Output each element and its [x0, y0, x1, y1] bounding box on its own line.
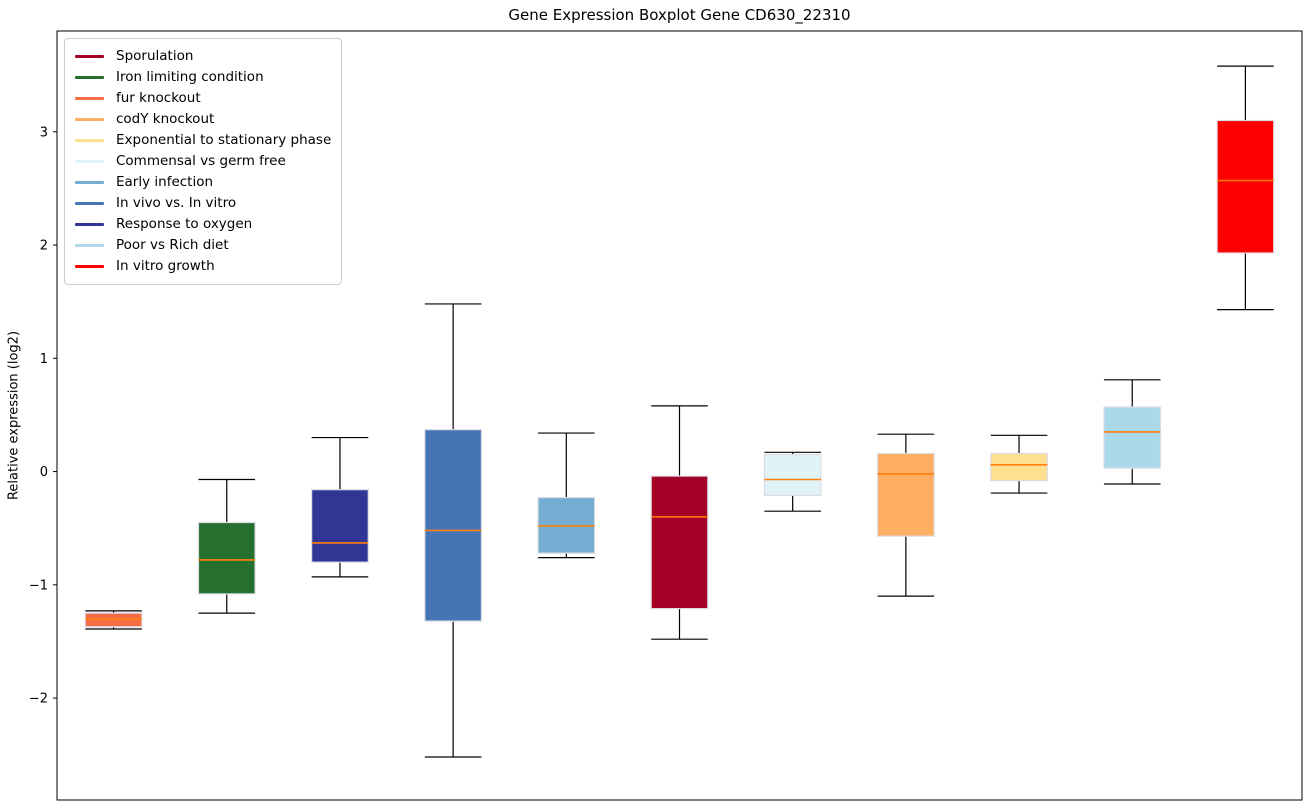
- legend-item: Commensal vs germ free: [75, 151, 331, 172]
- legend-item: In vitro growth: [75, 256, 331, 277]
- y-tick-label: 2: [40, 239, 48, 254]
- legend-color-line: [75, 244, 104, 247]
- legend-label: Commensal vs germ free: [116, 153, 286, 169]
- axes-spines: [56, 30, 1303, 801]
- legend-item: Response to oxygen: [75, 214, 331, 235]
- legend-color-line: [75, 202, 104, 205]
- legend-item: Iron limiting condition: [75, 67, 331, 88]
- legend-label: Iron limiting condition: [116, 69, 264, 85]
- legend-label: Early infection: [116, 174, 214, 190]
- box-rect: [1216, 119, 1275, 254]
- legend-item: Early infection: [75, 172, 331, 193]
- y-tick-label: −2: [29, 692, 48, 707]
- legend-color-line: [75, 265, 104, 268]
- legend-item: fur knockout: [75, 88, 331, 109]
- box-rect: [311, 489, 369, 563]
- box-rect: [876, 452, 935, 537]
- legend-label: In vivo vs. In vitro: [116, 195, 237, 211]
- legend-color-line: [75, 139, 104, 142]
- box-rect: [1103, 406, 1162, 469]
- legend-item: codY knockout: [75, 109, 331, 130]
- legend-label: Exponential to stationary phase: [116, 132, 332, 148]
- legend-color-line: [75, 97, 104, 100]
- legend-label: Sporulation: [116, 48, 194, 64]
- box-rect: [197, 521, 256, 595]
- box-rect: [424, 429, 483, 622]
- box-rect: [84, 612, 143, 628]
- legend-color-line: [75, 181, 104, 184]
- legend: Sporulation Iron limiting condition fur kn…: [64, 38, 343, 285]
- y-tick-label: 0: [40, 465, 48, 480]
- y-tick-label: 1: [40, 352, 48, 367]
- legend-label: Response to oxygen: [116, 216, 253, 232]
- legend-label: codY knockout: [116, 111, 215, 127]
- legend-item: Exponential to stationary phase: [75, 130, 331, 151]
- legend-label: Poor vs Rich diet: [116, 237, 229, 253]
- legend-item: Sporulation: [75, 46, 331, 67]
- y-tick-label: −1: [29, 578, 48, 593]
- chart-title: Gene Expression Boxplot Gene CD630_22310: [508, 6, 851, 24]
- legend-item: In vivo vs. In vitro: [75, 193, 331, 214]
- legend-label: In vitro growth: [116, 258, 215, 274]
- y-tick-label: 3: [40, 125, 48, 140]
- legend-color-line: [75, 76, 104, 79]
- box-rect: [650, 475, 709, 610]
- box-rect: [763, 453, 822, 496]
- legend-color-line: [75, 55, 104, 58]
- legend-color-line: [75, 118, 104, 121]
- legend-label: fur knockout: [116, 90, 201, 106]
- box-rect: [990, 452, 1048, 482]
- legend-color-line: [75, 223, 104, 226]
- legend-item: Poor vs Rich diet: [75, 235, 331, 256]
- legend-color-line: [75, 160, 104, 163]
